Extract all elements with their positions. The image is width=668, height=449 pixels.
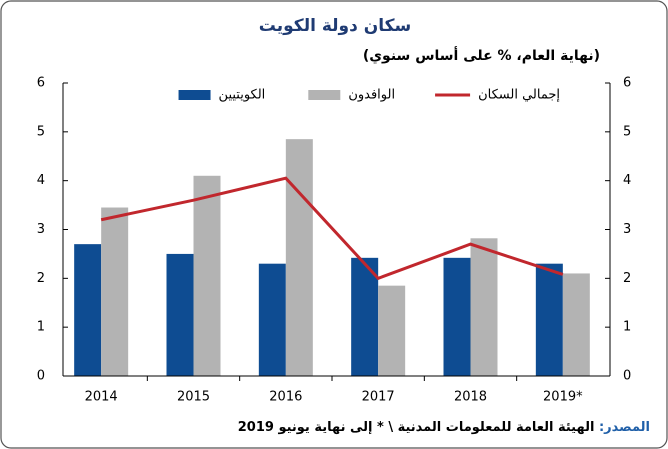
y-tick-label: 0 <box>37 369 45 384</box>
bar <box>443 257 471 376</box>
legend-swatch <box>178 90 211 100</box>
y2-tick-label: 4 <box>623 173 631 188</box>
x-tick-label: 2019* <box>543 390 583 405</box>
y-tick-label: 2 <box>37 271 45 286</box>
source-text: الهيئة العامة للمعلومات المدنية \ * إلى … <box>238 420 595 435</box>
bar <box>470 238 498 376</box>
y-tick-label: 1 <box>37 320 45 335</box>
y-tick-label: 6 <box>37 76 45 91</box>
source-label: المصدر: <box>599 420 650 435</box>
source: المصدر: الهيئة العامة للمعلومات المدنية … <box>238 420 650 435</box>
legend-swatch <box>308 90 341 100</box>
y2-tick-label: 2 <box>623 271 631 286</box>
y-tick-label: 4 <box>37 173 45 188</box>
bar <box>74 244 102 376</box>
bar <box>258 263 286 376</box>
x-tick-label: 2017 <box>362 390 395 405</box>
bar <box>351 257 379 376</box>
bar <box>101 207 129 376</box>
y-tick-label: 5 <box>37 124 45 139</box>
x-tick-label: 2014 <box>85 390 118 405</box>
bar <box>166 253 194 376</box>
y2-tick-label: 6 <box>623 76 631 91</box>
bar <box>535 263 563 376</box>
bar <box>285 139 313 376</box>
chart-subtitle: (نهاية العام، % على أساس سنوي) <box>363 46 600 65</box>
legend-label: الوافدون <box>348 88 395 103</box>
y2-tick-label: 3 <box>623 222 631 237</box>
bar <box>193 175 221 376</box>
line <box>100 176 564 281</box>
x-tick-label: 2015 <box>177 390 210 405</box>
bar <box>562 273 590 376</box>
x-tick-label: 2018 <box>454 390 487 405</box>
y2-tick-label: 0 <box>623 369 631 384</box>
legend-label: الكويتيين <box>219 88 266 103</box>
y2-tick-label: 1 <box>623 320 631 335</box>
y2-tick-label: 5 <box>623 124 631 139</box>
y-tick-label: 3 <box>37 222 45 237</box>
chart-title: سكان دولة الكويت <box>259 16 411 36</box>
bar <box>378 285 406 376</box>
x-tick-label: 2016 <box>269 390 302 405</box>
legend-label: إجمالي السكان <box>478 88 560 103</box>
